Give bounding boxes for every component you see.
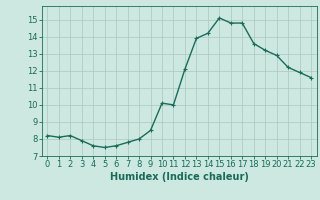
X-axis label: Humidex (Indice chaleur): Humidex (Indice chaleur): [110, 172, 249, 182]
